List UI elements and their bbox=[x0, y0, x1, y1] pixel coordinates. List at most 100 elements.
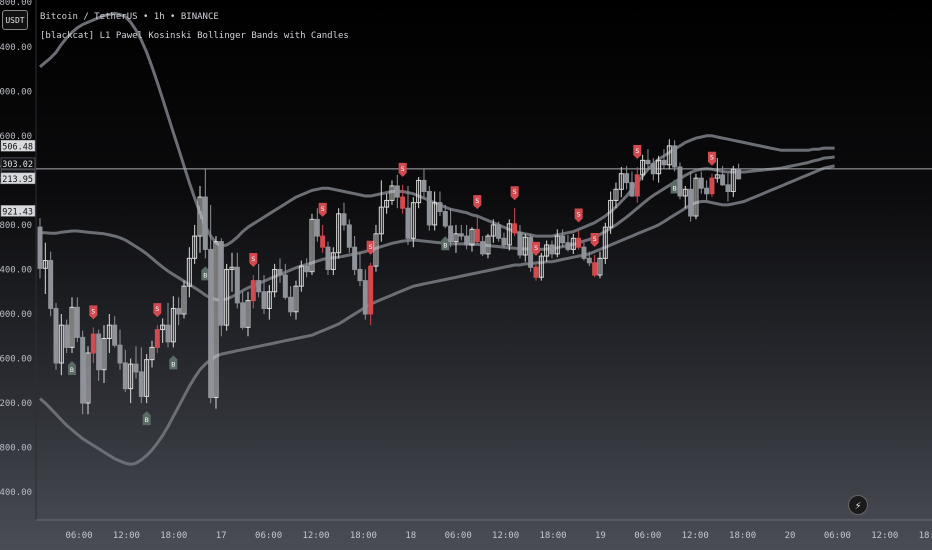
candle-body bbox=[298, 265, 304, 287]
candle-body bbox=[650, 163, 656, 175]
candle-body bbox=[373, 233, 379, 267]
x-tick-label: 18 bbox=[405, 531, 416, 541]
candle-body bbox=[37, 226, 43, 269]
sell-signal-label: S bbox=[369, 244, 373, 251]
tradingview-logo-icon[interactable]: ⚡ bbox=[848, 495, 868, 515]
candle-body bbox=[682, 188, 688, 197]
x-tick-label: 17 bbox=[216, 531, 227, 541]
candle-body bbox=[256, 280, 262, 293]
buy-signal-label: B bbox=[203, 272, 207, 279]
y-tick-label: 85,600.00 bbox=[0, 132, 32, 142]
candle-body bbox=[128, 363, 134, 390]
candle-body bbox=[661, 159, 667, 166]
candle-body bbox=[496, 224, 502, 239]
candle-body bbox=[586, 257, 592, 264]
x-tick-label: 20 bbox=[785, 531, 796, 541]
candle-body bbox=[490, 224, 496, 237]
candle-body bbox=[325, 246, 331, 270]
currency-button[interactable]: USDT bbox=[2, 10, 28, 30]
y-tick-label: 84,400.00 bbox=[0, 265, 32, 275]
candle-body bbox=[261, 291, 267, 309]
candle-body bbox=[432, 202, 438, 226]
sell-signal-label: S bbox=[710, 155, 714, 162]
study-title: [blackcat] L1 Pawel Kosinski Bollinger B… bbox=[40, 31, 349, 41]
candle-body bbox=[309, 218, 315, 273]
candle-body bbox=[544, 244, 550, 257]
candle-body bbox=[640, 159, 646, 176]
candle-body bbox=[570, 237, 576, 250]
candle-body bbox=[672, 145, 678, 168]
y-tick-label: 83,600.00 bbox=[0, 355, 32, 365]
candle-body bbox=[725, 184, 731, 193]
candle-body bbox=[416, 179, 422, 204]
candle-body bbox=[192, 235, 198, 259]
price-label-box bbox=[0, 140, 36, 152]
candle-body bbox=[618, 173, 624, 190]
sell-signal-label: S bbox=[593, 236, 597, 243]
symbol-title: Bitcoin / TetherUS • 1h • BINANCE bbox=[40, 12, 219, 22]
candle-body bbox=[480, 241, 486, 255]
x-tick-label: 12:00 bbox=[682, 531, 709, 541]
candle-body bbox=[245, 300, 251, 328]
sell-signal-label: S bbox=[91, 308, 95, 315]
candle-body bbox=[106, 324, 112, 340]
candle-body bbox=[549, 244, 555, 255]
candle-body bbox=[453, 233, 459, 243]
candle-body bbox=[378, 206, 384, 235]
buy-signal-label: B bbox=[443, 242, 447, 249]
candle-body bbox=[645, 159, 651, 165]
candle-body bbox=[608, 199, 614, 228]
candle-body bbox=[165, 324, 171, 343]
candle-body bbox=[314, 218, 320, 237]
y-tick-label: 82,400.00 bbox=[0, 488, 32, 498]
candle-body bbox=[149, 346, 155, 361]
candle-body bbox=[522, 236, 528, 256]
candle-body bbox=[272, 268, 278, 293]
candle-body bbox=[613, 188, 619, 201]
sell-signal-marker bbox=[318, 202, 327, 217]
candle-body bbox=[197, 196, 203, 237]
sell-signal-marker bbox=[249, 253, 258, 268]
price-label-box bbox=[0, 157, 36, 170]
candle-body bbox=[426, 191, 432, 226]
price-label: 84,921.43 bbox=[0, 207, 33, 217]
x-tick-label: 12:00 bbox=[871, 531, 898, 541]
buy-signal-marker bbox=[67, 360, 76, 375]
buy-signal-label: B bbox=[171, 361, 175, 368]
candle-body bbox=[709, 177, 715, 195]
buy-signal-label: B bbox=[145, 417, 149, 424]
candle-body bbox=[336, 213, 342, 254]
x-tick-label: 06:00 bbox=[445, 531, 472, 541]
x-tick-label: 06:00 bbox=[255, 531, 282, 541]
candle-body bbox=[357, 268, 363, 282]
candle-body bbox=[320, 235, 326, 248]
candle-body bbox=[144, 359, 150, 397]
candle-body bbox=[442, 211, 448, 227]
candle-body bbox=[224, 268, 230, 326]
candle-body bbox=[394, 185, 400, 198]
candle-body bbox=[405, 207, 411, 239]
x-tick-label: 12:00 bbox=[302, 531, 329, 541]
candle-body bbox=[213, 241, 219, 399]
candle-body bbox=[346, 224, 352, 248]
sell-signal-label: S bbox=[475, 198, 479, 205]
candle-body bbox=[160, 324, 166, 331]
x-tick-label: 18:00 bbox=[350, 531, 377, 541]
candle-body bbox=[341, 213, 347, 226]
sell-signal-marker bbox=[590, 232, 599, 247]
candle-body bbox=[720, 174, 726, 186]
candle-body bbox=[501, 237, 507, 246]
y-tick-label: 82,800.00 bbox=[0, 444, 32, 454]
candle-body bbox=[90, 333, 96, 354]
candle-body bbox=[80, 336, 86, 404]
candle-body bbox=[389, 185, 395, 201]
candle-body bbox=[688, 188, 694, 217]
candle-body bbox=[234, 266, 240, 304]
x-tick-label: 06:00 bbox=[65, 531, 92, 541]
candle-body bbox=[229, 266, 235, 270]
candle-body bbox=[576, 237, 582, 248]
candle-body bbox=[362, 280, 368, 315]
buy-signal-label: B bbox=[70, 367, 74, 374]
